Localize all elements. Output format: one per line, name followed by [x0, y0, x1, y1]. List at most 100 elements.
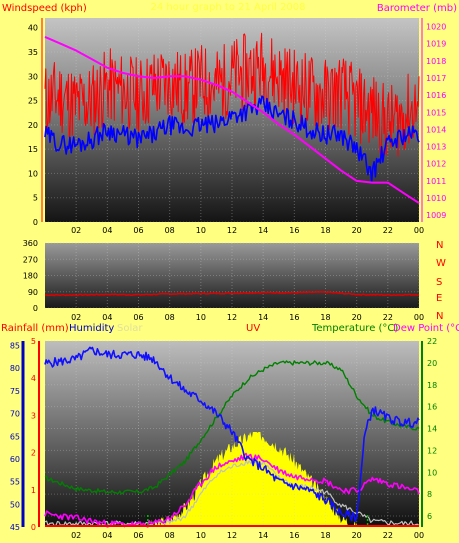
compass-label: N	[436, 240, 443, 251]
temperature-tick-label: 10	[427, 468, 437, 477]
wind-tick-label: 30	[28, 72, 38, 81]
wind-direction-line	[44, 290, 420, 297]
humidity-tick-label: 55	[10, 478, 20, 487]
temperature-axis-title: Temperature (°C)	[311, 323, 398, 334]
humidity-tick-label: 65	[10, 432, 20, 441]
humidity-tick-label: 80	[10, 364, 20, 373]
direction-tick-label: 0	[33, 304, 38, 313]
barometer-tick-label: 1015	[426, 108, 446, 117]
x-tick-label: 04	[102, 531, 112, 540]
humidity-tick-label: 45	[10, 523, 20, 532]
barometer-tick-label: 1011	[426, 177, 446, 186]
rainfall-tick-label: 1	[31, 486, 36, 495]
x-tick-label: 22	[383, 226, 393, 235]
wind-tick-label: 10	[28, 169, 38, 178]
x-tick-label: 08	[165, 531, 175, 540]
x-tick-label: 02	[71, 226, 81, 235]
x-tick-label: 14	[258, 313, 268, 322]
x-tick-label: 14	[258, 531, 268, 540]
x-tick-label: 08	[165, 226, 175, 235]
wind-average-line	[44, 95, 420, 183]
direction-panel-background	[45, 243, 419, 308]
x-tick-label: 14	[258, 226, 268, 235]
wind-tick-label: 40	[28, 24, 38, 33]
x-tick-label: 22	[383, 313, 393, 322]
rainfall-axis-title: Rainfall (mm)	[1, 323, 69, 334]
x-tick-label: 18	[320, 531, 330, 540]
direction-tick-label: 180	[23, 272, 38, 281]
x-tick-label: 00	[414, 226, 424, 235]
barometer-tick-label: 1016	[426, 91, 446, 100]
barometer-tick-label: 1012	[426, 160, 446, 169]
wind-tick-label: 20	[28, 121, 38, 130]
x-tick-label: 02	[71, 313, 81, 322]
x-tick-label: 08	[165, 313, 175, 322]
humidity-tick-label: 75	[10, 387, 20, 396]
x-tick-label: 20	[352, 531, 362, 540]
x-tick-label: 20	[352, 226, 362, 235]
rainfall-tick-label: 2	[31, 449, 36, 458]
x-tick-label: 22	[383, 531, 393, 540]
barometer-tick-label: 1018	[426, 57, 446, 66]
temperature-tick-label: 16	[427, 403, 437, 412]
barometer-tick-label: 1010	[426, 194, 446, 203]
wind-tick-label: 35	[28, 48, 38, 57]
temperature-tick-label: 20	[427, 359, 437, 368]
wind-tick-label: 15	[28, 145, 38, 154]
x-tick-label: 16	[289, 531, 299, 540]
x-tick-label: 16	[289, 226, 299, 235]
wind-tick-label: 0	[33, 218, 38, 227]
wind-tick-label: 25	[28, 97, 38, 106]
temperature-tick-label: 8	[427, 490, 432, 499]
barometer-line	[44, 35, 420, 204]
uv-label: UV	[246, 323, 260, 334]
barometer-tick-label: 1009	[426, 211, 446, 220]
x-tick-label: 06	[133, 531, 143, 540]
dewpoint-axis-title: Dew Point (°C	[393, 323, 459, 334]
solar-area	[146, 432, 357, 527]
x-tick-label: 02	[71, 531, 81, 540]
x-tick-label: 06	[133, 313, 143, 322]
temperature-line	[44, 360, 420, 495]
temperature-tick-label: 22	[427, 337, 437, 346]
barometer-tick-label: 1019	[426, 40, 446, 49]
rainfall-tick-label: 3	[31, 411, 36, 420]
x-tick-label: 06	[133, 226, 143, 235]
temperature-tick-label: 12	[427, 446, 437, 455]
humidity-line	[44, 346, 420, 523]
humidity-axis-title: Humidity	[69, 323, 114, 334]
direction-tick-label: 270	[23, 255, 38, 264]
barometer-tick-label: 1017	[426, 74, 446, 83]
compass-label: W	[436, 258, 446, 269]
humidity-tick-label: 50	[10, 500, 20, 509]
x-tick-label: 20	[352, 313, 362, 322]
rainfall-tick-label: 4	[31, 374, 36, 383]
barometer-tick-label: 1020	[426, 23, 446, 32]
direction-tick-label: 360	[23, 239, 38, 248]
humidity-tick-label: 85	[10, 342, 20, 351]
temperature-tick-label: 6	[427, 512, 432, 521]
temperature-tick-label: 18	[427, 381, 437, 390]
x-tick-label: 12	[227, 226, 237, 235]
x-tick-label: 12	[227, 531, 237, 540]
x-tick-label: 04	[102, 226, 112, 235]
wind-gust-line	[44, 32, 420, 157]
compass-label: N	[436, 311, 443, 322]
solar-label: Solar	[117, 323, 143, 334]
x-tick-label: 00	[414, 313, 424, 322]
compass-label: E	[436, 293, 442, 304]
x-tick-label: 10	[196, 226, 206, 235]
temperature-tick-label: 14	[427, 425, 437, 434]
direction-tick-label: 90	[28, 288, 38, 297]
barometer-axis-title: Barometer (mb)	[377, 3, 457, 14]
x-tick-label: 10	[196, 313, 206, 322]
graph-period-title: 24 hour graph to 21 April 2008	[150, 2, 305, 13]
humidity-tick-label: 70	[10, 410, 20, 419]
x-tick-label: 16	[289, 313, 299, 322]
humidity-tick-label: 60	[10, 455, 20, 464]
wind-axis-title: Windspeed (kph)	[2, 3, 87, 14]
x-tick-label: 00	[414, 531, 424, 540]
wind-tick-label: 5	[33, 194, 38, 203]
x-tick-label: 04	[102, 313, 112, 322]
